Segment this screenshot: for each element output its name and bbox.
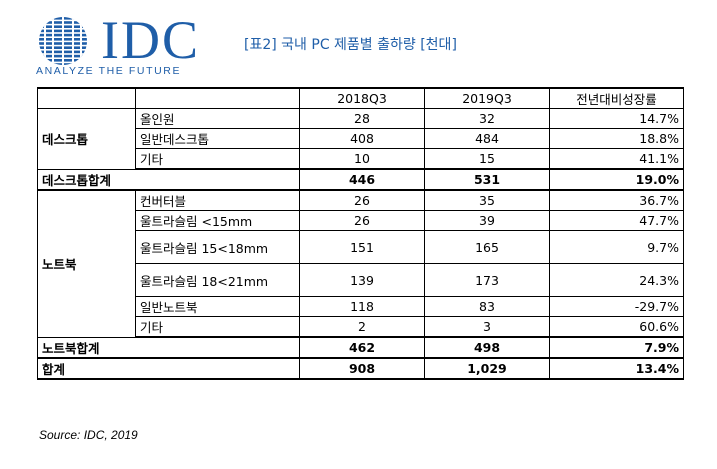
cell-2018: 139	[299, 263, 425, 297]
cell-2019: 173	[424, 263, 550, 297]
cell-2018: 26	[299, 189, 425, 211]
cell-2019: 32	[424, 108, 550, 129]
table-row: 노트북 컨버터블 26 35 36.7%	[37, 189, 684, 338]
table-row: 기타 10 15 41.1%	[38, 148, 684, 170]
cell-growth: 24.3%	[549, 263, 684, 297]
header-2019q3: 2019Q3	[424, 87, 550, 109]
row-label: 울트라슬림 18<21mm	[135, 263, 300, 297]
shipment-table: 2018Q3 2019Q3 전년대비성장률 데스크톱 올인원 28 32 14.…	[37, 87, 684, 380]
table-row: 데스크톱 올인원 28 32 14.7%	[37, 108, 684, 170]
row-label: 올인원	[135, 108, 300, 129]
header-empty	[135, 87, 300, 109]
source-note: Source: IDC, 2019	[39, 428, 138, 442]
cell-2018: 2	[299, 316, 425, 338]
total-2019: 498	[424, 336, 550, 359]
row-label: 기타	[135, 316, 300, 338]
globe-icon	[39, 17, 87, 65]
table-row: 기타 2 3 60.6%	[38, 316, 684, 338]
cell-2019: 39	[424, 210, 550, 231]
total-label: 데스크톱합계	[37, 168, 300, 191]
cell-2018: 408	[299, 128, 425, 149]
header-row: 2018Q3 2019Q3 전년대비성장률	[37, 87, 684, 109]
header-growth: 전년대비성장률	[549, 87, 684, 109]
cell-2019: 15	[424, 148, 550, 170]
cell-2019: 484	[424, 128, 550, 149]
cell-2018: 26	[299, 210, 425, 231]
total-growth: 7.9%	[549, 336, 684, 359]
group-label-notebook: 노트북	[37, 189, 136, 338]
cell-growth: 36.7%	[549, 189, 684, 211]
cell-2019: 35	[424, 189, 550, 211]
total-2018: 462	[299, 336, 425, 359]
cell-2019: 165	[424, 230, 550, 264]
cell-2019: 3	[424, 316, 550, 338]
cell-2019: 83	[424, 296, 550, 317]
cell-growth: 47.7%	[549, 210, 684, 231]
cell-growth: 18.8%	[549, 128, 684, 149]
header-2018q3: 2018Q3	[299, 87, 425, 109]
grand-total-row: 합계 908 1,029 13.4%	[37, 357, 684, 380]
cell-2018: 28	[299, 108, 425, 129]
total-2019: 531	[424, 168, 550, 191]
cell-growth: 60.6%	[549, 316, 684, 338]
cell-growth: 14.7%	[549, 108, 684, 129]
row-label: 기타	[135, 148, 300, 170]
group-label-desktop: 데스크톱	[37, 108, 136, 170]
total-label: 노트북합계	[37, 336, 300, 359]
table-title: [표2] 국내 PC 제품별 출하량 [천대]	[244, 37, 457, 53]
table-row: 울트라슬림 18<21mm 139 173 24.3%	[38, 263, 684, 297]
cell-2018: 151	[299, 230, 425, 264]
table-row: 일반데스크톱 408 484 18.8%	[38, 128, 684, 149]
logo-tagline: ANALYZE THE FUTURE	[36, 65, 182, 77]
logo-brand: IDC	[101, 10, 200, 70]
total-growth: 19.0%	[549, 168, 684, 191]
cell-2018: 118	[299, 296, 425, 317]
cell-growth: -29.7%	[549, 296, 684, 317]
total-2018: 446	[299, 168, 425, 191]
desktop-total-row: 데스크톱합계 446 531 19.0%	[37, 168, 684, 191]
grand-total-label: 합계	[37, 357, 300, 380]
idc-logo: IDC ANALYZE THE FUTURE	[35, 10, 235, 80]
row-label: 울트라슬림 15<18mm	[135, 230, 300, 264]
row-label: 울트라슬림 <15mm	[135, 210, 300, 231]
notebook-total-row: 노트북합계 462 498 7.9%	[37, 336, 684, 359]
cell-2018: 10	[299, 148, 425, 170]
header-empty	[37, 87, 136, 109]
grand-total-2018: 908	[299, 357, 425, 380]
cell-growth: 41.1%	[549, 148, 684, 170]
row-label: 일반노트북	[135, 296, 300, 317]
row-label: 일반데스크톱	[135, 128, 300, 149]
cell-growth: 9.7%	[549, 230, 684, 264]
grand-total-2019: 1,029	[424, 357, 550, 380]
table-row: 일반노트북 118 83 -29.7%	[38, 296, 684, 317]
row-label: 컨버터블	[135, 189, 300, 211]
grand-total-growth: 13.4%	[549, 357, 684, 380]
table-row: 울트라슬림 15<18mm 151 165 9.7%	[38, 230, 684, 264]
